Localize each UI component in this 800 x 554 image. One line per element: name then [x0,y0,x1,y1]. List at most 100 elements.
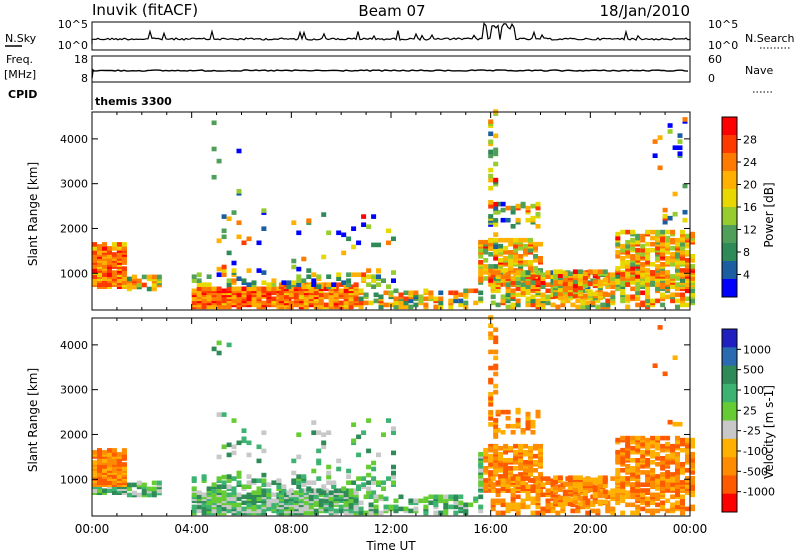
heatmap-cell [630,276,636,281]
heatmap-cell [635,239,641,245]
heatmap-cell [298,508,304,514]
heatmap-cell [630,286,636,292]
heatmap-cell [206,286,212,292]
heatmap-cell [625,494,631,500]
heatmap-cell [478,482,484,487]
heatmap-cell [630,266,636,271]
velocity-ylabel: Slant Range [km] [26,368,40,472]
heatmap-cell [201,286,207,292]
heatmap-cell [640,492,646,498]
heatmap-cell [582,293,588,299]
heatmap-cell [211,346,217,352]
heatmap-cell [443,510,449,516]
heatmap-cell [318,498,324,504]
heatmap-cell [675,435,680,441]
heatmap-cell [236,470,242,476]
heatmap-cell [525,284,531,289]
heatmap-cell [645,476,651,481]
heatmap-cell [525,415,531,421]
heatmap-cell [351,438,357,444]
heatmap-cell [490,506,496,512]
heatmap-cell [625,464,631,469]
heatmap-cell [685,233,690,239]
heatmap-cell [296,266,302,272]
heatmap-cell [418,498,424,504]
heatmap-cell [493,256,499,261]
heatmap-cell [488,365,494,371]
heatmap-cell [378,294,384,300]
heatmap-cell [393,304,399,310]
heatmap-cell [675,504,680,510]
heatmap-cell [221,214,227,219]
heatmap-cell [567,481,573,487]
heatmap-cell [341,280,347,285]
heatmap-cell [453,504,459,510]
heatmap-cell [296,484,302,489]
heatmap-cell [126,482,132,488]
heatmap-cell [523,260,529,265]
heatmap-cell [520,484,526,489]
heatmap-cell [498,445,504,451]
heatmap-cell [655,245,661,251]
heatmap-cell [625,254,631,259]
heatmap-cell [562,489,568,495]
colorbar-segment [722,329,737,348]
heatmap-cell [615,468,621,473]
heatmap-cell [488,377,494,383]
heatmap-cell [408,304,414,310]
heatmap-cell [592,291,598,297]
heatmap-cell [510,288,516,294]
heatmap-cell [261,472,267,478]
heatmap-cell [510,224,516,229]
heatmap-cell [136,492,142,498]
heatmap-cell [503,250,509,255]
heatmap-cell [650,262,656,267]
heatmap-cell [690,504,695,510]
heatmap-cell [371,466,377,472]
heatmap-cell [488,119,494,124]
heatmap-cell [226,478,232,483]
heatmap-cell [493,418,499,423]
heatmap-cell [690,258,695,263]
heatmap-cell [358,500,364,506]
heatmap-cell [660,270,666,275]
heatmap-cell [582,477,588,483]
heatmap-cell [226,484,232,489]
heatmap-cell [428,294,434,300]
heatmap-cell [316,458,322,464]
heatmap-cell [615,478,621,483]
heatmap-cell [500,510,506,516]
heatmap-cell [528,464,533,469]
heatmap-cell [398,506,404,512]
heatmap-cell [151,486,157,492]
heatmap-cell [211,146,217,152]
heatmap-cell [311,278,317,283]
heatmap-cell [680,245,685,251]
heatmap-cell [525,490,531,495]
heatmap-cell [493,434,499,439]
heatmap-cell [246,474,252,479]
noise-line [91,22,691,44]
velocity-y-axis: 4000 3000 2000 1000 [60,339,690,486]
heatmap-cell [525,280,531,285]
heatmap-cell [116,470,122,475]
heatmap-cell [391,470,396,476]
heatmap-cell [221,484,227,489]
heatmap-cell [361,430,367,435]
heatmap-cell [107,268,112,273]
heatmap-cell [592,477,598,483]
heatmap-cell [483,466,489,471]
cpid-row: CPID themis 3300 [8,82,172,110]
heatmap-cell [670,453,676,459]
heatmap-cell [107,458,112,463]
heatmap-cell [201,474,207,479]
y-tick-label: 4000 [60,339,88,352]
heatmap-cell [680,494,685,500]
heatmap-cell [680,229,685,235]
heatmap-cell [620,229,626,235]
heatmap-cell [488,139,494,145]
heatmap-cell [316,274,322,279]
heatmap-cell [650,241,656,247]
heatmap-cell [635,443,641,449]
